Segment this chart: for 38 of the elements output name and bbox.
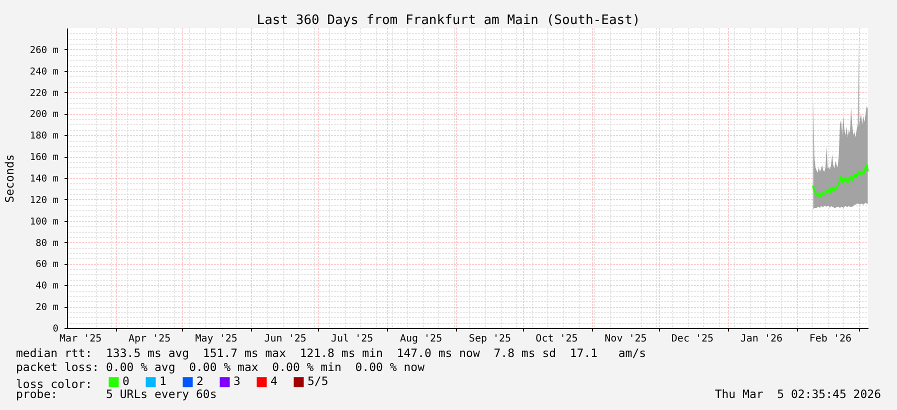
- legend-label: 3: [234, 374, 240, 388]
- x-tick-label: Oct '25: [536, 334, 578, 344]
- y-tick-label: 160 m: [30, 152, 59, 164]
- y-tick-label: 140 m: [30, 174, 59, 184]
- y-tick-label: 220 m: [30, 88, 59, 99]
- y-tick-label: 240 m: [30, 66, 59, 78]
- legend-label: 0: [122, 374, 130, 388]
- x-tick-label: May '25: [195, 334, 238, 344]
- legend-label: 5/5: [308, 374, 328, 388]
- chart-title: Last 360 Days from Frankfurt am Main (South-East): [256, 13, 640, 28]
- y-tick-label: 40 m: [36, 280, 59, 292]
- line-series: [812, 164, 869, 198]
- x-tick-label: Dec '25: [671, 334, 714, 344]
- legend-label: 1: [160, 374, 166, 388]
- y-tick-label: 180 m: [30, 130, 59, 142]
- text: median rtt: 133.5 ms avg 151.7 ms max 121.8 ms min 147.0 ms now 7.8 ms sd 17.1 am/s: [16, 346, 646, 360]
- x-tick-label: Jan '26: [740, 334, 783, 344]
- text: Thu Mar 5 02:35:45 2026: [714, 387, 882, 401]
- x-tick-label: Aug '25: [400, 334, 442, 344]
- text: packet loss: 0.00 % avg 0.00 % max 0.00 % min 0.00 % now: [16, 360, 425, 374]
- x-tick-label: Mar '25: [60, 334, 102, 344]
- x-tick-label: Sep '25: [468, 334, 512, 344]
- y-tick-label: 120 m: [30, 194, 59, 206]
- y-tick-label: 0: [52, 324, 59, 334]
- y-tick-label: 20 m: [36, 302, 59, 314]
- y-tick-label: 260 m: [30, 44, 59, 56]
- legend-label: 4: [270, 374, 278, 388]
- y-tick-label: 80 m: [36, 238, 59, 249]
- y-tick-label: 200 m: [30, 109, 59, 120]
- x-tick-label: Apr '25: [128, 334, 171, 344]
- y-tick-label: 100 m: [30, 216, 59, 228]
- x-tick-label: Jul '25: [330, 334, 374, 344]
- x-tick-label: Nov '25: [604, 334, 647, 344]
- y-axis-title: Seconds: [2, 154, 16, 203]
- y-tick-label: 60 m: [36, 259, 59, 270]
- x-tick-label: Jun '25: [264, 334, 306, 344]
- x-tick-label: Feb '26: [809, 334, 852, 344]
- legend-label: 2: [196, 374, 204, 388]
